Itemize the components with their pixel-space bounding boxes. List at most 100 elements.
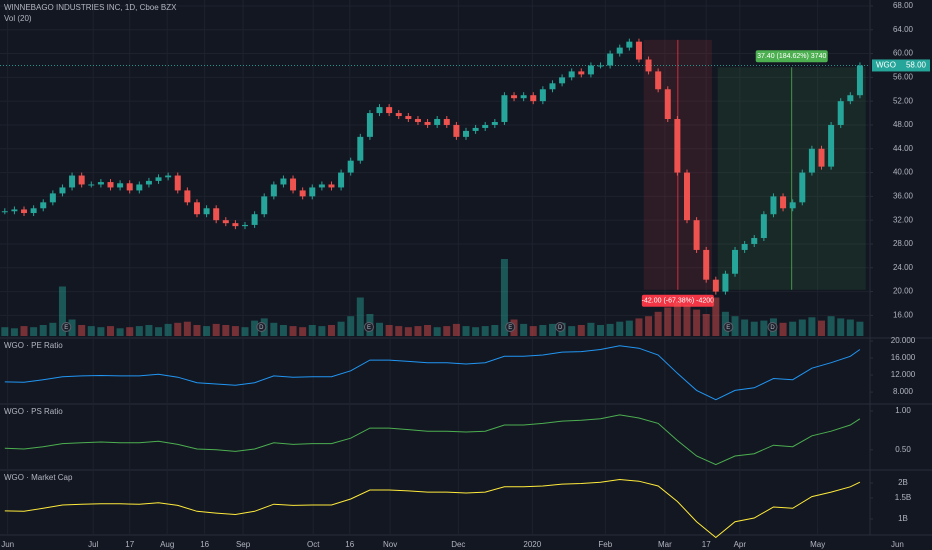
y-tick-label: 1.5B [895,493,911,502]
candle-body [607,53,614,66]
volume-bar [798,319,806,336]
candle-body [549,83,556,90]
volume-bar [395,326,403,336]
candle-body [424,121,431,125]
event-label: E [64,325,68,331]
candle-body [808,148,815,173]
event-label: E [367,325,371,331]
volume-label: Vol (20) [4,14,32,23]
candle-body [578,71,585,75]
volume-bar [78,325,86,336]
candle-body [799,172,806,203]
pane-title: WGO · Market Cap [4,473,73,482]
candle-body [49,193,56,203]
candle-body [472,127,479,131]
volume-bar [683,305,691,336]
volume-bar [30,327,38,336]
event-marker [555,322,566,332]
y-tick-label: 68.00 [893,1,914,10]
volume-bar [616,321,624,336]
candle-body [174,175,181,191]
volume-bar [587,322,595,336]
candle-body [405,116,412,120]
candle-body [837,101,844,125]
candle-body [88,184,95,186]
volume-bar [635,318,643,336]
volume-bar [135,326,143,336]
volume-bar [1,327,9,336]
volume-bar [270,322,278,336]
y-tick-label: 12.000 [891,370,916,379]
y-tick-label: 8.000 [893,387,914,396]
volume-bar [760,320,768,336]
volume-bar [654,311,662,336]
volume-bar [376,322,384,336]
event-marker [256,322,267,332]
volume-bar [222,325,230,336]
indicator-line [4,478,861,539]
volume-bar [241,327,249,336]
candle-body [232,223,239,227]
y-tick-label: 44.00 [893,144,914,153]
volume-bar [597,325,605,336]
candle-body [463,130,469,137]
x-tick-label: 17 [702,540,711,549]
candle-body [126,183,133,191]
candle-body [318,184,325,188]
volume-bar [193,325,201,336]
candle-body [11,209,18,212]
volume-bar [818,320,826,336]
volume-bar [481,326,489,336]
event-marker [363,322,374,332]
volume-bar [39,325,47,336]
volume-bar [10,328,18,336]
volume-bar [693,309,701,336]
event-marker [61,322,72,332]
candle-body [242,224,249,227]
volume-bar [20,326,28,336]
candle-body [78,175,85,185]
y-tick-label: 60.00 [893,49,914,58]
y-tick-label: 64.00 [893,25,914,34]
event-label: E [508,325,512,331]
candle-body [760,214,767,239]
volume-bar [58,286,66,336]
candle-body [683,172,690,221]
volume-bar [145,325,153,336]
candle-body [732,249,739,274]
y-tick-label: 28.00 [893,239,914,248]
candle-body [376,107,383,114]
candle-body [587,65,594,75]
measure-label-box [641,294,714,307]
volume-bar [529,326,537,336]
candle-body [635,41,642,60]
x-tick-label: Jul [88,540,98,549]
y-tick-label: 24.00 [893,263,914,272]
y-tick-label: 20.000 [891,336,916,345]
volume-bar [808,317,816,336]
candle-body [828,124,835,167]
volume-bar [183,321,191,336]
candle-body [69,175,76,188]
x-tick-label: Aug [160,540,174,549]
measure-label: -42.00 (-67.38%) -4200 [642,298,714,305]
candle-body [270,184,277,197]
candle-body [136,184,143,191]
candle-body [338,172,345,188]
candle-body [712,279,719,292]
candle-body [751,238,758,244]
volume-bar [443,326,451,336]
volume-bar [433,327,441,336]
candle-body [222,220,229,224]
last-price-symbol: WGO [876,61,896,70]
candle-body [145,180,152,185]
volume-bar [308,325,316,336]
y-tick-label: 20.00 [893,287,914,296]
candle-body [789,202,796,209]
event-label: D [558,325,563,331]
volume-bar [203,326,211,336]
indicator-line [4,414,861,466]
candle-body [539,89,546,102]
event-label: D [770,325,775,331]
candle-body [856,65,863,96]
